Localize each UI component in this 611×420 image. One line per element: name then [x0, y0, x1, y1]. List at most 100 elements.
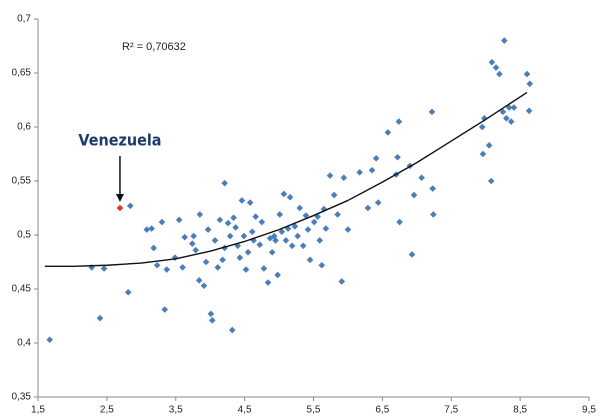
x-tick-label: 8,5	[513, 405, 527, 416]
point	[485, 142, 493, 149]
highlight-label: Venezuela	[78, 131, 161, 150]
point	[171, 254, 179, 261]
highlight-point	[116, 204, 124, 212]
point	[410, 191, 418, 199]
point	[200, 282, 208, 290]
point	[523, 70, 531, 78]
point	[234, 242, 242, 250]
point	[299, 242, 307, 250]
point	[272, 237, 279, 244]
point	[291, 223, 299, 230]
point	[195, 277, 203, 284]
point	[228, 326, 236, 334]
point	[148, 225, 155, 232]
point	[246, 199, 254, 206]
point	[46, 336, 54, 344]
y-tick-label: 0,5	[17, 230, 31, 241]
point	[158, 218, 166, 226]
point	[161, 306, 169, 313]
point	[374, 199, 382, 206]
point	[396, 218, 403, 226]
point	[526, 80, 534, 88]
point	[488, 58, 496, 66]
point	[211, 237, 219, 244]
point	[274, 271, 281, 279]
x-tick-label: 3,5	[169, 405, 183, 416]
point	[368, 166, 376, 174]
point	[202, 258, 210, 266]
point	[153, 261, 161, 269]
point	[507, 118, 515, 125]
point	[126, 202, 134, 210]
point	[221, 179, 228, 187]
point	[163, 266, 171, 273]
x-tick-label: 7,5	[444, 405, 458, 416]
point	[496, 70, 503, 78]
point	[216, 216, 224, 224]
point	[250, 237, 257, 244]
point	[276, 211, 284, 218]
point	[175, 216, 183, 224]
point	[326, 172, 334, 179]
point	[384, 129, 392, 136]
point	[226, 232, 234, 240]
point	[395, 118, 403, 125]
point	[221, 244, 228, 252]
point	[238, 197, 246, 204]
point	[232, 224, 239, 231]
point	[306, 256, 314, 264]
y-tick-label: 0,4	[17, 338, 31, 349]
point	[296, 204, 304, 212]
point	[204, 226, 212, 233]
point	[429, 185, 436, 192]
point	[179, 264, 186, 271]
point	[208, 317, 216, 324]
point	[242, 266, 250, 273]
point	[288, 242, 296, 250]
point	[224, 219, 232, 227]
point	[479, 150, 487, 158]
point	[240, 232, 248, 240]
point	[282, 237, 290, 244]
point	[408, 251, 416, 258]
point	[356, 169, 363, 176]
point	[244, 248, 252, 256]
point	[150, 244, 158, 252]
y-tick-label: 0,45	[12, 284, 32, 295]
point	[294, 232, 301, 240]
x-tick-label: 1,5	[31, 405, 45, 416]
point	[252, 213, 259, 220]
point	[487, 177, 495, 185]
point	[278, 228, 286, 236]
point	[492, 64, 500, 71]
r-squared: R² = 0,70632	[122, 41, 186, 53]
y-tick-label: 0,35	[12, 392, 32, 403]
point	[96, 314, 104, 322]
point	[192, 246, 200, 254]
point	[430, 211, 437, 218]
point	[230, 214, 237, 222]
point	[478, 123, 486, 131]
point	[344, 226, 352, 233]
point	[510, 104, 518, 111]
point	[181, 233, 189, 241]
point	[260, 265, 268, 272]
point	[248, 228, 256, 236]
point	[304, 226, 312, 233]
point	[188, 240, 196, 247]
point	[284, 225, 292, 232]
point	[270, 232, 278, 240]
x-tick-label: 2,5	[100, 405, 114, 416]
y-tick-label: 0,6	[17, 122, 31, 133]
trendline	[44, 91, 528, 268]
y-tick-label: 0,65	[12, 68, 32, 79]
point	[316, 237, 323, 244]
point	[394, 153, 401, 161]
point	[256, 241, 264, 249]
point	[499, 108, 507, 116]
point	[100, 265, 108, 272]
point	[334, 211, 341, 218]
point	[418, 174, 425, 182]
point	[302, 212, 310, 219]
